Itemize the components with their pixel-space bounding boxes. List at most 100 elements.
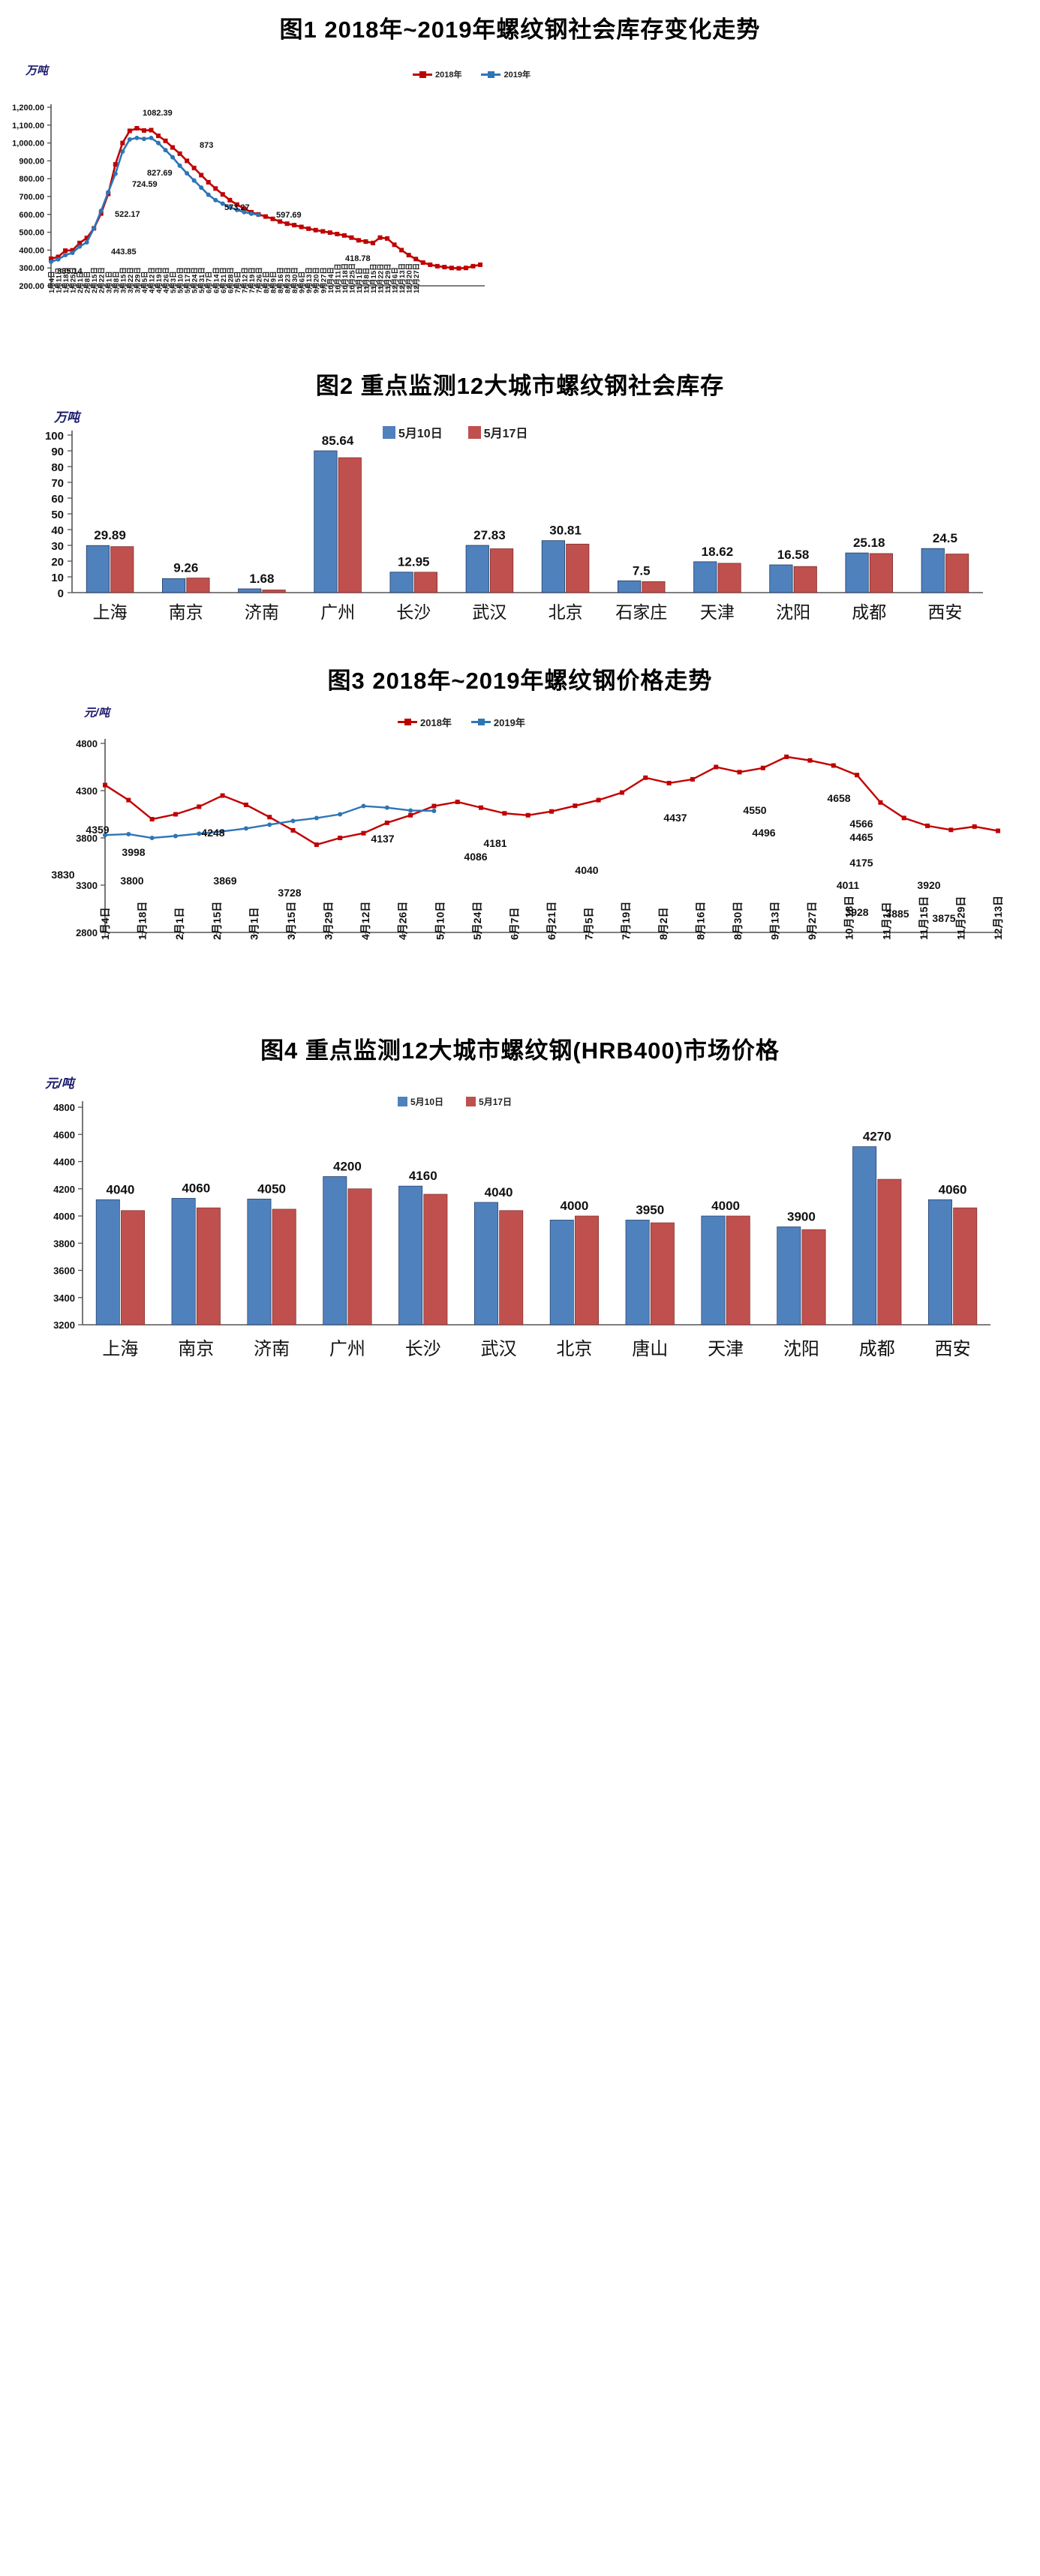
chart3-data-point <box>243 802 248 807</box>
chart2-x-tick-label: 沈阳 <box>776 602 810 622</box>
chart3-data-point <box>737 770 742 775</box>
chart4-bar <box>726 1215 750 1326</box>
chart2-legend: 5月10日 5月17日 <box>383 423 528 441</box>
chart1-data-point <box>234 202 239 207</box>
chart4-bar <box>549 1220 574 1326</box>
chart3-data-point <box>361 803 366 809</box>
chart1-data-point <box>127 128 132 134</box>
chart2-x-tick-label: 广州 <box>320 602 355 622</box>
chart4-value-label: 4270 <box>863 1130 891 1144</box>
chart2-unit-label: 万吨 <box>54 410 80 425</box>
chart3-x-tick-label: 3月29日 <box>323 902 335 940</box>
chart1-y-tick-label: 500.00 <box>19 229 44 238</box>
chart4-x-tick-label: 济南 <box>254 1339 290 1359</box>
chart3-x-tick-label: 6月7日 <box>508 907 520 940</box>
chart3-x-tick-label: 9月13日 <box>769 902 781 940</box>
chart1-data-point <box>113 162 118 167</box>
report-page: 图1 2018年~2019年螺纹钢社会库存变化走势 万吨 2018年 2019年… <box>0 17 1040 1359</box>
chart4-y-tick-label: 3800 <box>53 1238 75 1249</box>
chart3-data-point <box>596 797 601 803</box>
chart3-data-point <box>220 829 225 834</box>
chart3-data-point <box>290 818 296 824</box>
chart1-data-point <box>149 135 154 140</box>
chart1-data-point <box>356 238 361 243</box>
chart2-bar <box>238 588 262 593</box>
chart1-data-point <box>149 128 154 133</box>
chart1-data-point <box>106 190 111 195</box>
chart1-y-tick-label: 700.00 <box>19 193 44 202</box>
chart1-data-point <box>463 266 468 271</box>
chart1-data-point <box>177 163 182 168</box>
chart-2-city-stock: 万吨 5月10日 5月17日 0 10 20 30 40 50 60 70 80 90 100 29.… <box>0 405 1040 645</box>
chart4-value-label: 4040 <box>485 1185 513 1199</box>
chart3-x-tick-label: 6月21日 <box>546 902 558 940</box>
chart1-data-point <box>377 235 383 240</box>
chart4-y-tick-label: 4800 <box>53 1102 75 1113</box>
chart1-x-tick-label: 9月27日 <box>320 267 328 293</box>
chart3-value-label: 3920 <box>917 879 940 891</box>
chart3-value-label: 3928 <box>845 906 868 918</box>
chart4-bar <box>272 1208 296 1326</box>
chart1-data-point <box>199 185 204 191</box>
chart3-data-point <box>502 811 507 816</box>
chart4-bar <box>801 1229 826 1326</box>
chart2-value-label: 27.83 <box>473 528 506 542</box>
chart4-x-tick-label: 广州 <box>329 1339 365 1359</box>
chart3-data-point <box>431 808 437 813</box>
chart4-bar <box>323 1176 347 1326</box>
chart1-data-point <box>399 248 404 253</box>
chart3-legend: 2018年 2019年 <box>398 715 525 729</box>
chart2-y-tick-label: 90 <box>51 446 64 458</box>
chart2-value-label: 85.64 <box>322 434 354 448</box>
chart2-bar <box>186 578 210 593</box>
chart1-y-tick-label: 1,000.00 <box>12 140 44 149</box>
chart1-data-point <box>227 205 233 210</box>
chart1-x-tick-label: 10月18日 <box>341 263 350 293</box>
chart3-legend-label-2018: 2018年 <box>420 717 452 728</box>
swatch-icon <box>466 1097 476 1106</box>
chart3-x-tick-label: 9月27日 <box>806 902 818 940</box>
chart2-value-label: 30.81 <box>549 524 582 538</box>
chart3-value-label: 4437 <box>663 812 687 824</box>
chart4-value-label: 4000 <box>711 1199 740 1213</box>
chart1-x-tick-label: 5月24日 <box>191 267 200 293</box>
chart1-data-point <box>113 171 118 176</box>
chart2-bar <box>86 545 110 593</box>
chart1-x-tick-label: 4月19日 <box>155 267 164 293</box>
chart1-x-tick-label: 3月29日 <box>134 267 142 293</box>
chart1-x-tick-label: 2月22日 <box>98 267 107 293</box>
chart1-data-point <box>56 254 61 260</box>
chart3-value-label: 4040 <box>575 864 598 876</box>
chart1-data-point <box>70 248 75 253</box>
chart1-value-label: 724.59 <box>132 180 158 189</box>
chart3-value-label: 4137 <box>371 833 394 845</box>
figure3-title: 图3 2018年~2019年螺纹钢价格走势 <box>327 668 713 694</box>
chart1-x-tick-label: 12月6日 <box>392 267 400 293</box>
chart4-y-tick-label: 3400 <box>53 1293 75 1304</box>
line-marker-icon <box>481 71 501 78</box>
chart1-data-point <box>206 192 211 197</box>
chart1-x-tick-label: 2月15日 <box>91 267 99 293</box>
chart1-data-point <box>213 186 218 191</box>
chart3-data-point <box>126 831 131 836</box>
chart3-x-tick-label: 5月10日 <box>434 902 446 940</box>
chart2-bar <box>693 561 717 593</box>
chart2-x-tick-label: 武汉 <box>472 602 506 622</box>
chart1-data-point <box>134 135 140 140</box>
chart3-data-point <box>925 823 930 828</box>
chart1-data-point <box>227 197 233 203</box>
chart2-x-tick-label: 成都 <box>852 602 886 622</box>
chart3-y-tick-label: 4800 <box>76 738 98 749</box>
chart3-data-point <box>525 812 531 818</box>
chart1-x-tick-label: 3月1日 <box>105 271 113 293</box>
chart2-bar <box>314 450 338 593</box>
chart3-legend-label-2019: 2019年 <box>493 717 525 728</box>
chart4-x-tick-label: 成都 <box>859 1339 895 1359</box>
chart2-value-label: 12.95 <box>398 555 430 569</box>
chart1-x-tick-label: 1月25日 <box>70 267 78 293</box>
chart4-y-tick-label: 4600 <box>53 1129 75 1140</box>
chart3-x-tick-label: 2月1日 <box>173 907 185 940</box>
chart3-value-label: 4658 <box>827 792 850 804</box>
chart1-x-tick-label: 4月12日 <box>148 267 156 293</box>
chart1-value-label: 827.69 <box>147 169 173 178</box>
